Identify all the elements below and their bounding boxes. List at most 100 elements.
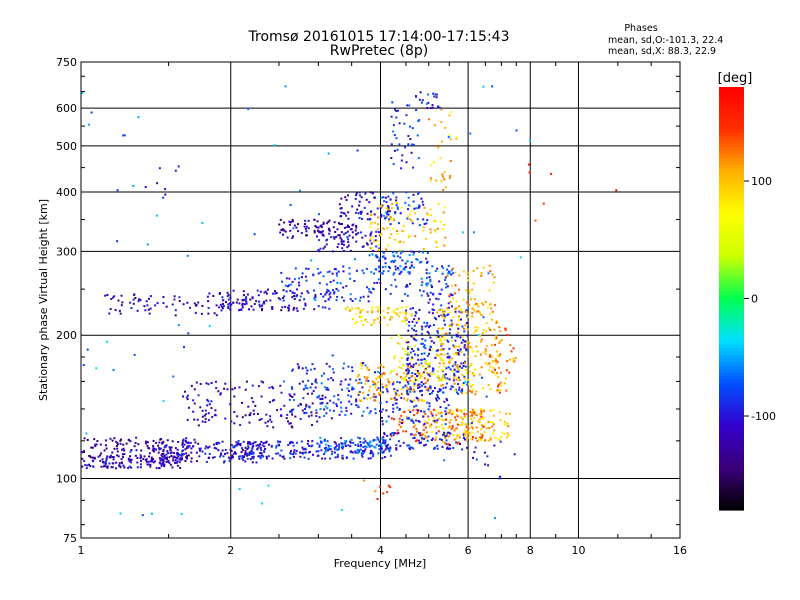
data-point xyxy=(106,465,109,468)
data-point xyxy=(441,315,444,318)
data-point xyxy=(304,275,307,278)
data-point xyxy=(446,412,449,415)
data-point xyxy=(329,448,332,451)
colorbar-segment xyxy=(719,252,744,257)
data-point xyxy=(476,329,479,332)
data-point xyxy=(426,276,428,279)
data-point xyxy=(341,444,344,447)
data-point xyxy=(481,376,483,379)
data-point xyxy=(491,355,493,358)
data-point xyxy=(441,427,444,430)
data-point xyxy=(298,284,301,287)
data-point xyxy=(139,454,142,457)
data-point xyxy=(466,355,469,358)
data-point xyxy=(473,231,475,234)
data-point xyxy=(325,443,328,446)
data-point xyxy=(456,409,459,412)
data-point xyxy=(448,444,451,446)
data-point xyxy=(245,452,248,455)
data-point xyxy=(292,453,295,456)
data-point xyxy=(444,236,447,239)
data-point xyxy=(435,436,438,439)
data-point xyxy=(450,294,453,296)
data-point xyxy=(338,445,341,448)
data-point xyxy=(293,295,296,297)
data-point xyxy=(425,431,428,434)
data-point xyxy=(255,444,258,447)
data-point xyxy=(346,230,349,233)
data-point xyxy=(288,398,291,401)
data-point xyxy=(183,443,186,446)
data-point xyxy=(377,381,380,384)
data-point xyxy=(340,437,343,440)
data-point xyxy=(127,467,130,469)
data-point xyxy=(357,212,360,215)
data-point xyxy=(366,311,369,313)
data-point xyxy=(394,392,397,395)
data-point xyxy=(221,299,224,302)
data-point xyxy=(394,398,397,401)
data-point xyxy=(467,303,470,306)
data-point xyxy=(493,276,496,279)
data-point xyxy=(340,238,343,241)
data-point xyxy=(223,461,225,464)
data-point xyxy=(284,305,287,308)
data-point xyxy=(426,401,429,404)
data-point xyxy=(291,369,294,372)
data-point xyxy=(304,227,307,230)
data-point xyxy=(385,211,388,214)
data-point xyxy=(420,284,423,287)
data-point xyxy=(411,356,414,359)
data-point xyxy=(455,408,458,411)
data-point xyxy=(427,415,430,418)
data-point xyxy=(399,444,402,447)
data-point xyxy=(453,382,456,385)
data-point xyxy=(443,313,445,316)
data-point xyxy=(395,432,398,435)
data-point xyxy=(407,393,410,396)
data-point xyxy=(179,467,182,469)
data-point xyxy=(414,376,416,379)
data-point xyxy=(351,370,354,372)
data-point xyxy=(396,255,399,258)
data-point xyxy=(439,357,442,359)
colorbar-segment xyxy=(719,224,744,229)
data-point xyxy=(96,440,99,443)
data-point xyxy=(361,236,364,239)
data-point xyxy=(499,381,502,384)
data-point xyxy=(447,447,450,450)
data-point xyxy=(405,284,408,286)
data-point xyxy=(281,228,284,231)
data-point xyxy=(485,322,488,325)
data-point xyxy=(456,442,459,445)
data-point xyxy=(420,432,423,435)
data-point xyxy=(342,240,345,243)
data-point xyxy=(269,299,272,302)
data-point xyxy=(448,409,451,411)
data-point xyxy=(253,233,256,236)
data-point xyxy=(483,423,486,426)
data-point xyxy=(361,308,364,311)
data-point xyxy=(255,461,258,464)
colorbar-segment xyxy=(719,277,744,282)
data-point xyxy=(193,402,196,405)
data-point xyxy=(433,124,436,127)
data-point xyxy=(99,459,102,462)
data-point xyxy=(299,455,302,458)
y-axis-label: Stationary phase Virtual Height [km] xyxy=(37,199,50,401)
data-point xyxy=(475,458,478,461)
data-point xyxy=(362,441,365,444)
data-point xyxy=(174,459,177,462)
data-point xyxy=(251,384,254,387)
data-point xyxy=(474,446,477,449)
colorbar-segment xyxy=(719,185,744,190)
data-point xyxy=(388,382,391,385)
data-point xyxy=(369,457,372,460)
data-point xyxy=(480,410,483,413)
data-point xyxy=(204,452,207,455)
data-point xyxy=(428,332,430,335)
data-point xyxy=(458,386,461,389)
data-point xyxy=(450,273,453,276)
data-point xyxy=(365,446,368,448)
data-point xyxy=(462,336,465,339)
